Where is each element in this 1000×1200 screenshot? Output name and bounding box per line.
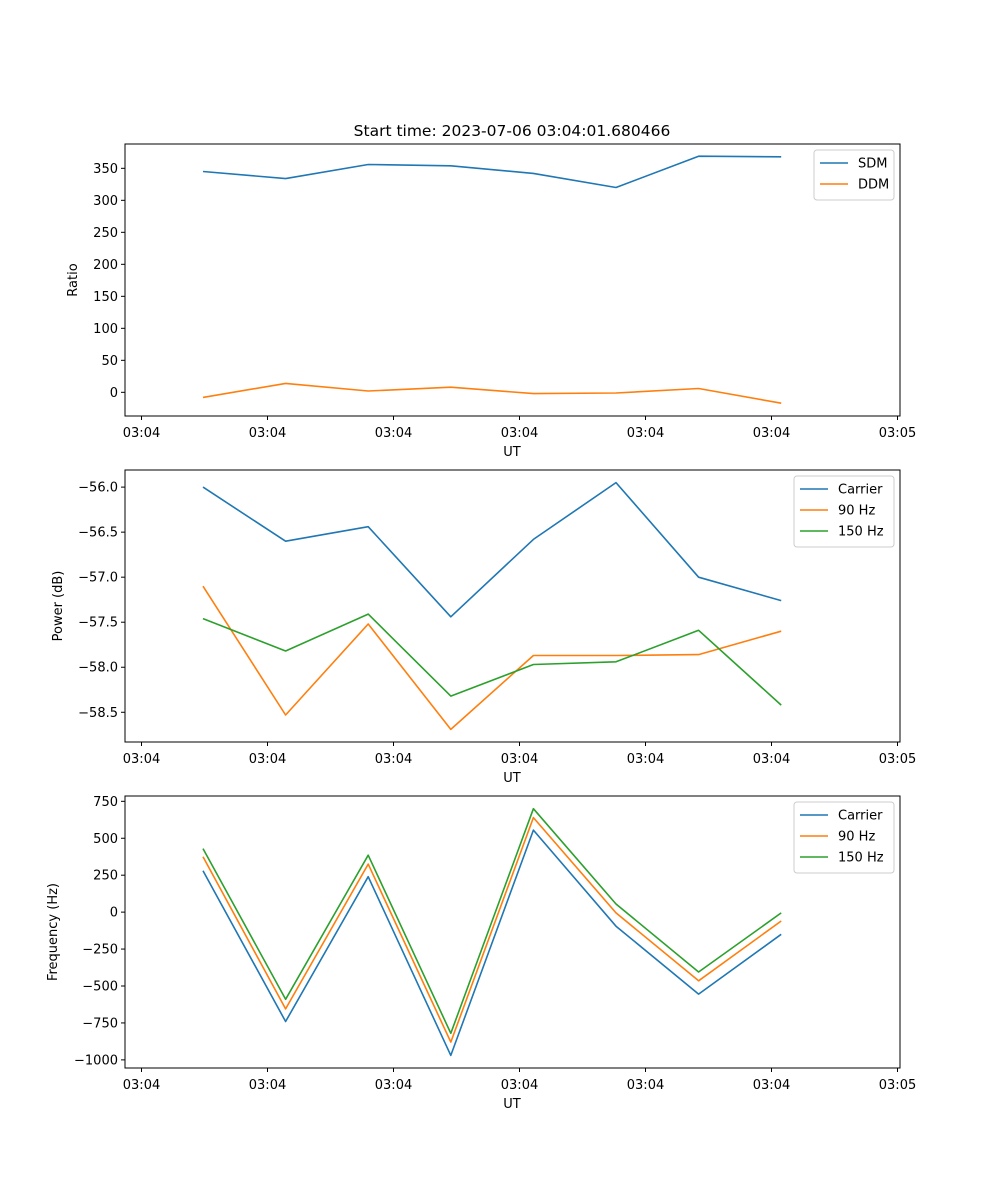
x-tick-label: 03:04 <box>375 426 412 441</box>
y-tick-label: −57.5 <box>78 616 118 631</box>
series-line-90-hz <box>202 585 782 731</box>
y-axis-label: Ratio <box>66 263 81 296</box>
legend-label: Carrier <box>838 483 883 498</box>
chart-panel-1: 0 50 100 150 200 250 300 350 03:04 03:04 03:04 03:0… <box>66 143 916 460</box>
y-tick-label: 250 <box>93 869 118 884</box>
y-tick-label: 250 <box>93 226 118 241</box>
y-tick-label: 0 <box>110 386 118 401</box>
x-tick-label: 03:05 <box>879 426 916 441</box>
y-tick-label: −1000 <box>74 1053 118 1068</box>
y-axis-label: Power (dB) <box>51 571 66 642</box>
y-tick-label: 500 <box>93 832 118 847</box>
chart-panel-3: −1000 −750 −500 −250 0 250 500 750 03:04 03:04 03:… <box>46 795 916 1112</box>
x-tick-label: 03:04 <box>123 752 160 767</box>
x-tick-label: 03:04 <box>123 426 160 441</box>
legend-label: Carrier <box>838 809 883 824</box>
y-axis-label: Frequency (Hz) <box>46 883 61 981</box>
x-tick-label: 03:04 <box>753 426 790 441</box>
x-axis-label: UT <box>503 771 521 786</box>
x-tick-label: 03:04 <box>627 752 664 767</box>
x-tick-label: 03:04 <box>501 1078 538 1093</box>
legend-box <box>793 801 895 874</box>
series-line-90-hz <box>202 816 782 1043</box>
x-tick-label: 03:04 <box>501 426 538 441</box>
series-line-sdm <box>202 155 782 189</box>
x-tick-label: 03:04 <box>627 426 664 441</box>
y-tick-label: 350 <box>93 162 118 177</box>
x-tick-label: 03:05 <box>879 752 916 767</box>
x-tick-label: 03:04 <box>375 1078 412 1093</box>
y-tick-label: 750 <box>93 795 118 810</box>
x-tick-label: 03:04 <box>753 1078 790 1093</box>
y-tick-label: −58.5 <box>78 706 118 721</box>
series-line-carrier <box>202 829 782 1057</box>
y-tick-label: −57.0 <box>78 571 118 586</box>
x-tick-label: 03:04 <box>249 752 286 767</box>
y-tick-label: −750 <box>82 1016 118 1031</box>
series-line-150-hz <box>202 807 782 1035</box>
x-tick-label: 03:04 <box>123 1078 160 1093</box>
y-tick-label: −250 <box>82 943 118 958</box>
axes-frame <box>124 469 901 743</box>
chart-panel-2: −58.5 −58.0 −57.5 −57.0 −56.5 −56.0 03:04 03:04… <box>51 469 916 786</box>
y-tick-label: −56.5 <box>78 526 118 541</box>
x-axis-label: UT <box>503 1097 521 1112</box>
axes-frame <box>124 143 901 417</box>
x-tick-label: 03:04 <box>249 426 286 441</box>
figure-title: Start time: 2023-07-06 03:04:01.680466 <box>354 122 671 140</box>
y-tick-label: −58.0 <box>78 661 118 676</box>
series-line-carrier <box>202 481 782 618</box>
series-line-150-hz <box>202 613 782 706</box>
y-tick-label: −500 <box>82 980 118 995</box>
y-tick-label: 0 <box>110 906 118 921</box>
legend-label: 90 Hz <box>838 504 875 519</box>
y-tick-label: 200 <box>93 258 118 273</box>
y-tick-label: 150 <box>93 290 118 305</box>
y-tick-label: 50 <box>101 354 118 369</box>
y-tick-label: 100 <box>93 322 118 337</box>
x-tick-label: 03:04 <box>753 752 790 767</box>
legend-label: 90 Hz <box>838 830 875 845</box>
y-tick-label: −56.0 <box>78 481 118 496</box>
legend-label: 150 Hz <box>838 851 884 866</box>
legend-label: DDM <box>858 178 889 193</box>
x-tick-label: 03:04 <box>627 1078 664 1093</box>
x-tick-label: 03:04 <box>375 752 412 767</box>
x-tick-label: 03:04 <box>501 752 538 767</box>
x-tick-label: 03:05 <box>879 1078 916 1093</box>
legend-label: SDM <box>858 157 887 172</box>
x-axis-label: UT <box>503 445 521 460</box>
x-tick-label: 03:04 <box>249 1078 286 1093</box>
legend-label: 150 Hz <box>838 525 884 540</box>
axes-frame <box>124 795 901 1069</box>
series-line-ddm <box>202 382 782 404</box>
y-tick-label: 300 <box>93 194 118 209</box>
legend-box <box>793 475 895 548</box>
